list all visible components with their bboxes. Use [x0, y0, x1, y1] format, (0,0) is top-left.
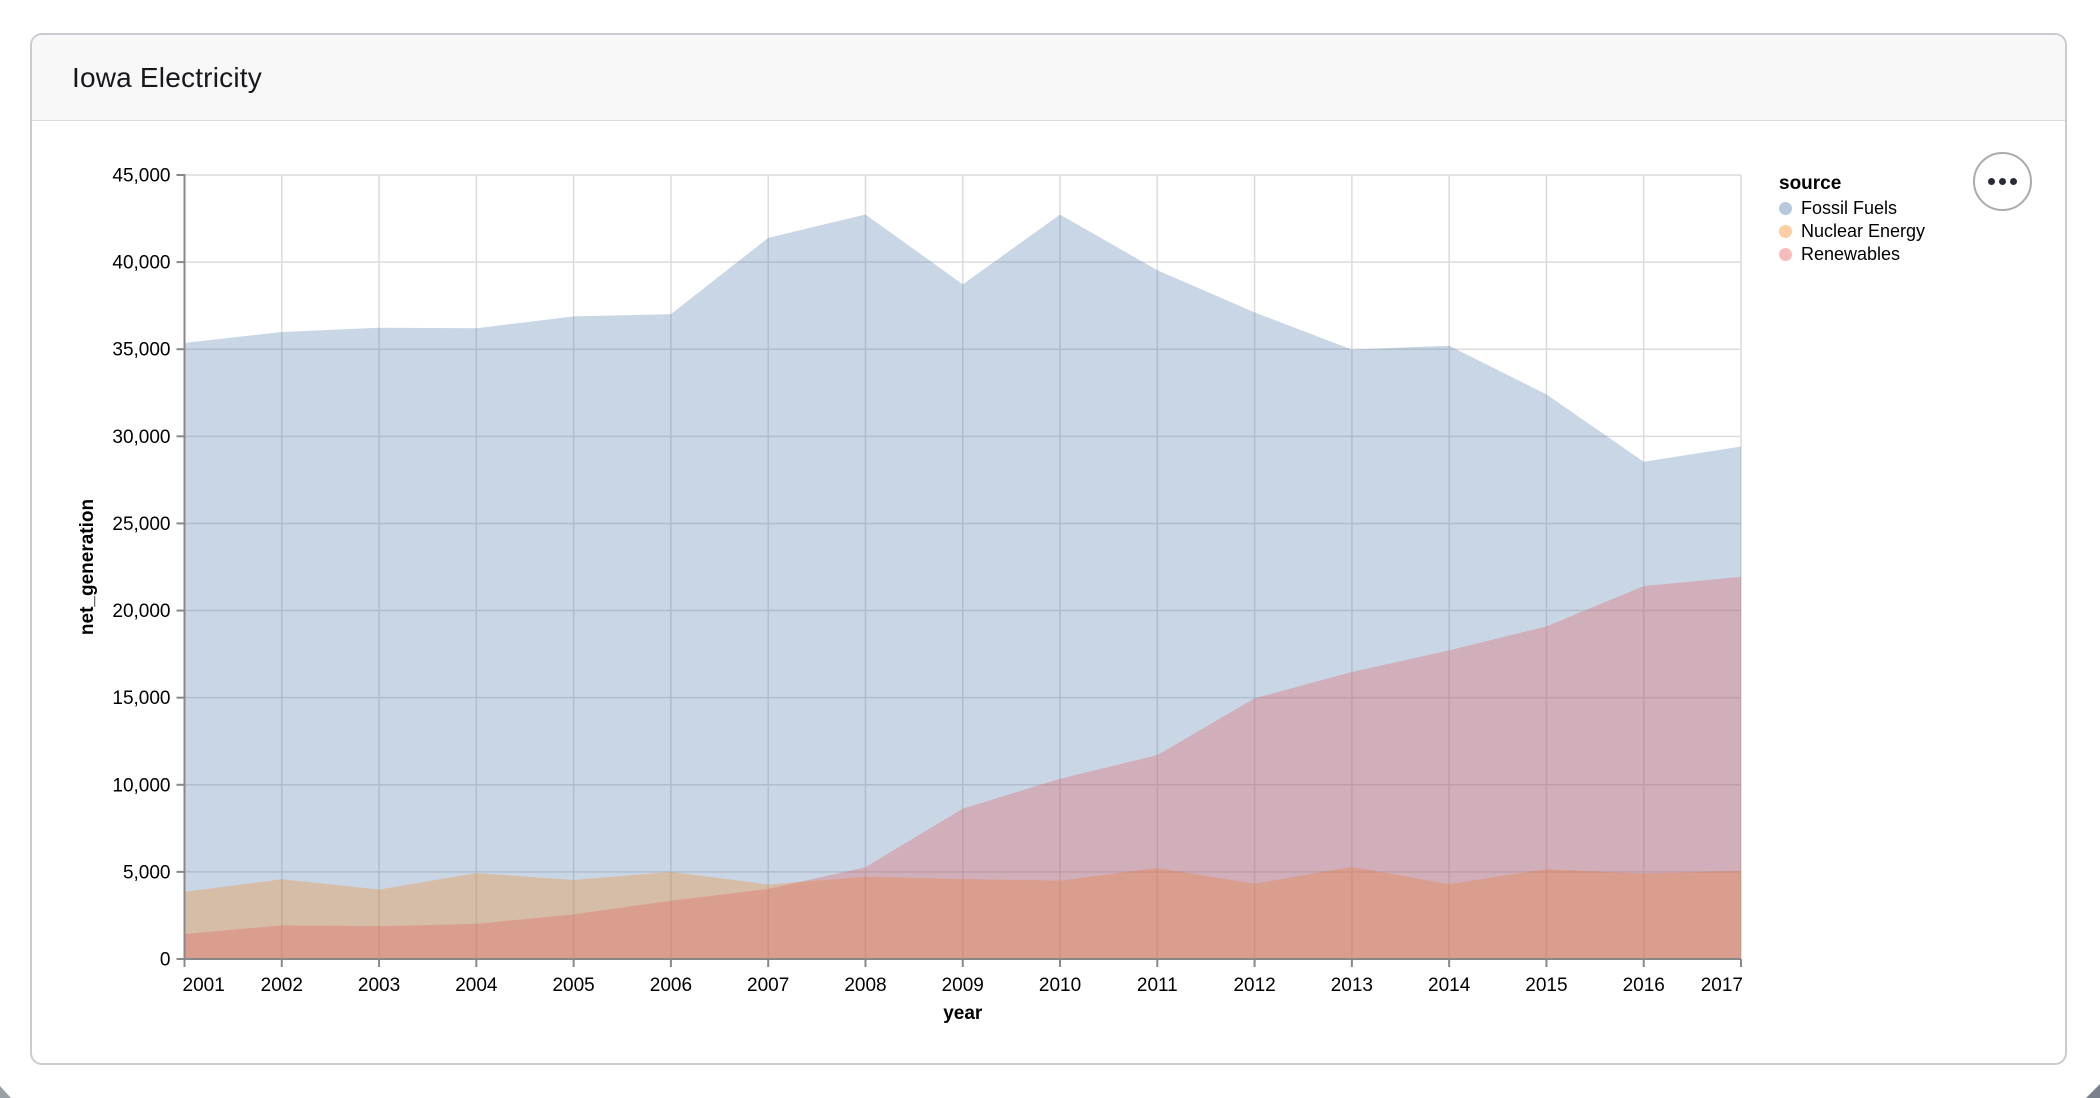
legend-item-nuclear-energy: Nuclear Energy [1779, 220, 1925, 242]
x-tick-label: 2009 [942, 975, 984, 996]
chart-card: Iowa Electricity [30, 33, 2067, 1065]
corner-triangle-artifact [0, 1086, 11, 1098]
x-tick-label: 2003 [358, 975, 400, 996]
legend-label: Nuclear Energy [1801, 220, 1926, 241]
x-tick-label: 2005 [552, 975, 594, 996]
y-tick-label: 40,000 [112, 253, 170, 274]
x-tick-label: 2015 [1525, 975, 1567, 996]
renewables-swatch-icon [1779, 247, 1792, 261]
legend-item-fossil-fuels: Fossil Fuels [1779, 197, 1925, 219]
y-tick-label: 35,000 [112, 340, 170, 361]
y-tick-label: 25,000 [112, 514, 170, 535]
x-tick-label: 2002 [261, 975, 303, 996]
legend-label: Fossil Fuels [1801, 197, 1898, 218]
area-renewables [184, 576, 1741, 959]
x-tick-label: 2012 [1233, 975, 1275, 996]
chart-options-button[interactable] [1973, 152, 2032, 211]
x-axis-title: year [943, 1003, 983, 1024]
y-tick-label: 20,000 [112, 601, 170, 622]
legend-label: Renewables [1801, 243, 1901, 264]
x-tick-label: 2016 [1623, 975, 1665, 996]
y-tick-label: 15,000 [112, 688, 170, 709]
y-tick-label: 10,000 [112, 775, 170, 796]
fossil-fuels-swatch-icon [1779, 201, 1792, 215]
x-tick-label: 2008 [844, 975, 886, 996]
card-title-bar: Iowa Electricity [32, 35, 2065, 121]
nuclear-energy-swatch-icon [1779, 224, 1792, 238]
x-tick-label: 2007 [747, 975, 789, 996]
page-title: Iowa Electricity [72, 61, 262, 93]
area-nuclear-energy [184, 866, 1741, 959]
x-tick-label: 2004 [455, 975, 498, 996]
legend-title: source [1779, 173, 1842, 194]
chart-legend: source Fossil Fuels Nuclear Energy Renew… [1779, 171, 1925, 265]
resize-grip[interactable] [2086, 1084, 2100, 1098]
area-fossil-fuels [184, 214, 1741, 959]
legend-item-renewables: Renewables [1779, 243, 1925, 265]
y-tick-label: 5,000 [123, 862, 171, 883]
x-tick-label: 2001 [183, 975, 225, 996]
x-tick-label: 2011 [1137, 975, 1178, 996]
x-tick-label: 2006 [650, 975, 692, 996]
x-tick-label: 2013 [1331, 975, 1373, 996]
y-axis-title: net_generation [77, 499, 98, 635]
y-tick-label: 0 [160, 950, 171, 971]
x-tick-label: 2010 [1039, 975, 1081, 996]
ellipsis-menu-icon [1988, 178, 2017, 185]
x-tick-label: 2017 [1701, 975, 1743, 996]
y-tick-label: 45,000 [112, 166, 170, 187]
x-tick-label: 2014 [1428, 975, 1471, 996]
y-tick-label: 30,000 [112, 427, 170, 448]
